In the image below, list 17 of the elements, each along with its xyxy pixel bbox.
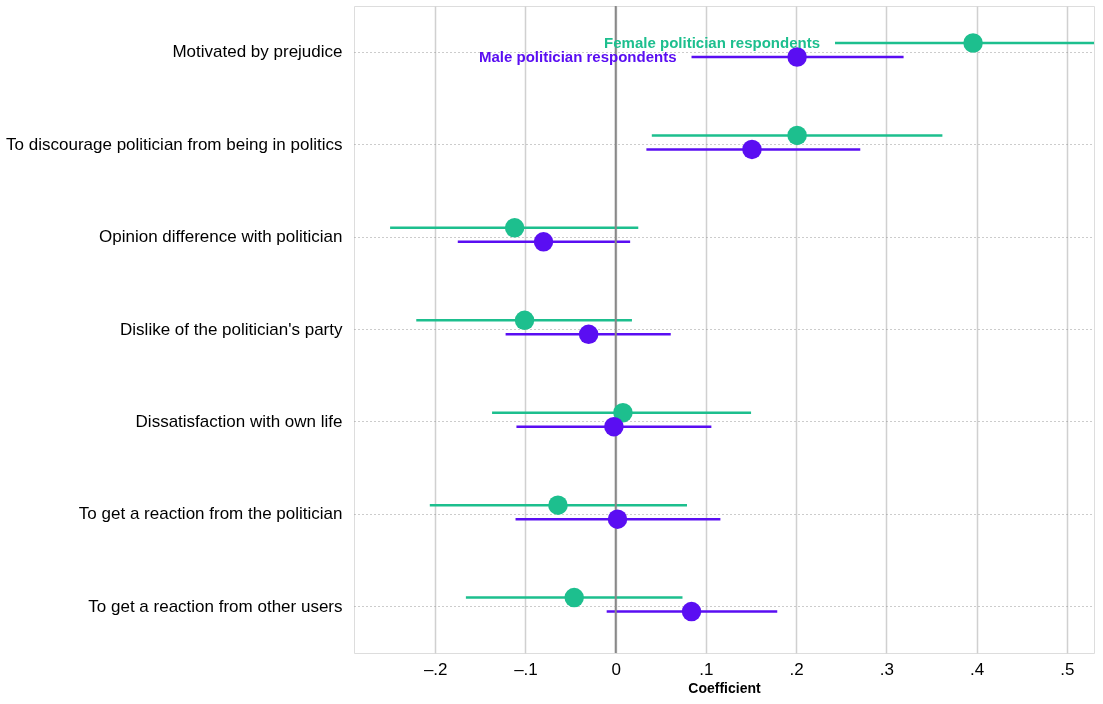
x-tick-label: 0 xyxy=(611,659,621,679)
y-tick-label: Dislike of the politician's party xyxy=(120,319,343,339)
y-tick-label: Dissatisfaction with own life xyxy=(135,411,343,431)
x-tick-label: –.1 xyxy=(514,659,538,679)
text: Female politician respondents xyxy=(604,34,820,51)
x-tick-label: .2 xyxy=(789,659,804,679)
y-tick-label: To get a reaction from the politician xyxy=(78,504,343,524)
y-tick-label: Opinion difference with politician xyxy=(99,227,343,247)
y-tick-label: Motivated by prejudice xyxy=(172,42,343,62)
y-tick-label: To discourage politician from being in politics xyxy=(6,134,343,154)
x-tick-label: –.2 xyxy=(423,659,448,679)
x-tick-label: .1 xyxy=(699,659,714,679)
y-tick-label: To get a reaction from other users xyxy=(88,596,343,616)
x-tick-label: .4 xyxy=(970,659,985,679)
x-tick-label: .5 xyxy=(1060,659,1075,679)
x-tick-label: .3 xyxy=(879,659,895,679)
x-axis-title: Coefficient xyxy=(688,679,761,696)
